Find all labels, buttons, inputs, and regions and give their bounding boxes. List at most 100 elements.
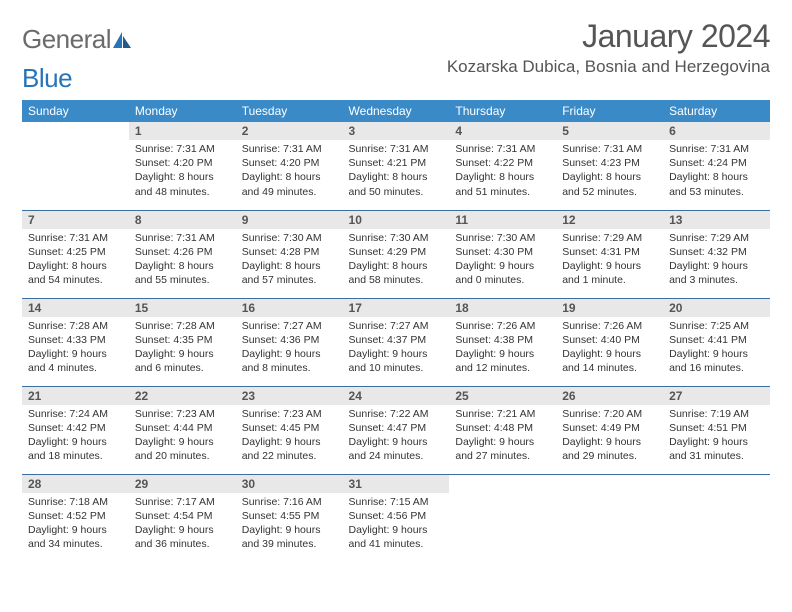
sunset-text: Sunset: 4:25 PM [28, 245, 123, 259]
sunrise-text: Sunrise: 7:26 AM [562, 319, 657, 333]
daylight-text: Daylight: 8 hours and 51 minutes. [455, 170, 550, 198]
day-details: Sunrise: 7:28 AMSunset: 4:33 PMDaylight:… [22, 317, 129, 380]
day-number: 8 [129, 211, 236, 229]
weekday-header: Saturday [663, 100, 770, 122]
sunset-text: Sunset: 4:44 PM [135, 421, 230, 435]
calendar-day-cell: 15Sunrise: 7:28 AMSunset: 4:35 PMDayligh… [129, 298, 236, 386]
sunset-text: Sunset: 4:23 PM [562, 156, 657, 170]
day-details: Sunrise: 7:17 AMSunset: 4:54 PMDaylight:… [129, 493, 236, 556]
sunrise-text: Sunrise: 7:18 AM [28, 495, 123, 509]
location-subtitle: Kozarska Dubica, Bosnia and Herzegovina [447, 57, 770, 77]
sunrise-text: Sunrise: 7:26 AM [455, 319, 550, 333]
day-details: Sunrise: 7:30 AMSunset: 4:30 PMDaylight:… [449, 229, 556, 292]
day-number: 2 [236, 122, 343, 140]
day-details: Sunrise: 7:22 AMSunset: 4:47 PMDaylight:… [343, 405, 450, 468]
day-details: Sunrise: 7:26 AMSunset: 4:40 PMDaylight:… [556, 317, 663, 380]
daylight-text: Daylight: 9 hours and 20 minutes. [135, 435, 230, 463]
day-details: Sunrise: 7:31 AMSunset: 4:20 PMDaylight:… [236, 140, 343, 203]
day-details: Sunrise: 7:18 AMSunset: 4:52 PMDaylight:… [22, 493, 129, 556]
day-number: 12 [556, 211, 663, 229]
weekday-header: Thursday [449, 100, 556, 122]
day-details: Sunrise: 7:26 AMSunset: 4:38 PMDaylight:… [449, 317, 556, 380]
sunrise-text: Sunrise: 7:27 AM [242, 319, 337, 333]
day-number: 31 [343, 475, 450, 493]
daylight-text: Daylight: 9 hours and 1 minute. [562, 259, 657, 287]
day-number: 3 [343, 122, 450, 140]
calendar-day-cell: 1Sunrise: 7:31 AMSunset: 4:20 PMDaylight… [129, 122, 236, 210]
day-details: Sunrise: 7:29 AMSunset: 4:31 PMDaylight:… [556, 229, 663, 292]
sunset-text: Sunset: 4:37 PM [349, 333, 444, 347]
calendar-week-row: 7Sunrise: 7:31 AMSunset: 4:25 PMDaylight… [22, 210, 770, 298]
day-number: 19 [556, 299, 663, 317]
day-number: 1 [129, 122, 236, 140]
day-number: 23 [236, 387, 343, 405]
daylight-text: Daylight: 9 hours and 16 minutes. [669, 347, 764, 375]
day-number: 16 [236, 299, 343, 317]
day-number: 9 [236, 211, 343, 229]
day-number: 4 [449, 122, 556, 140]
month-title: January 2024 [447, 18, 770, 55]
calendar-day-cell: 9Sunrise: 7:30 AMSunset: 4:28 PMDaylight… [236, 210, 343, 298]
daylight-text: Daylight: 9 hours and 36 minutes. [135, 523, 230, 551]
day-number [556, 475, 663, 479]
page-header: General Blue January 2024 Kozarska Dubic… [22, 18, 770, 94]
sunset-text: Sunset: 4:26 PM [135, 245, 230, 259]
calendar-day-cell: 11Sunrise: 7:30 AMSunset: 4:30 PMDayligh… [449, 210, 556, 298]
day-number: 29 [129, 475, 236, 493]
calendar-day-cell: 18Sunrise: 7:26 AMSunset: 4:38 PMDayligh… [449, 298, 556, 386]
calendar-day-cell: 10Sunrise: 7:30 AMSunset: 4:29 PMDayligh… [343, 210, 450, 298]
sunrise-text: Sunrise: 7:20 AM [562, 407, 657, 421]
sunrise-text: Sunrise: 7:28 AM [28, 319, 123, 333]
sunrise-text: Sunrise: 7:31 AM [135, 142, 230, 156]
daylight-text: Daylight: 9 hours and 3 minutes. [669, 259, 764, 287]
calendar-day-cell: 23Sunrise: 7:23 AMSunset: 4:45 PMDayligh… [236, 386, 343, 474]
day-details: Sunrise: 7:31 AMSunset: 4:26 PMDaylight:… [129, 229, 236, 292]
calendar-day-cell [663, 474, 770, 562]
day-details: Sunrise: 7:31 AMSunset: 4:23 PMDaylight:… [556, 140, 663, 203]
day-details: Sunrise: 7:30 AMSunset: 4:29 PMDaylight:… [343, 229, 450, 292]
calendar-day-cell: 5Sunrise: 7:31 AMSunset: 4:23 PMDaylight… [556, 122, 663, 210]
calendar-week-row: 1Sunrise: 7:31 AMSunset: 4:20 PMDaylight… [22, 122, 770, 210]
daylight-text: Daylight: 8 hours and 55 minutes. [135, 259, 230, 287]
sunset-text: Sunset: 4:52 PM [28, 509, 123, 523]
sunset-text: Sunset: 4:54 PM [135, 509, 230, 523]
sunset-text: Sunset: 4:20 PM [135, 156, 230, 170]
day-details: Sunrise: 7:15 AMSunset: 4:56 PMDaylight:… [343, 493, 450, 556]
day-number: 6 [663, 122, 770, 140]
sunset-text: Sunset: 4:22 PM [455, 156, 550, 170]
sunset-text: Sunset: 4:33 PM [28, 333, 123, 347]
sunset-text: Sunset: 4:20 PM [242, 156, 337, 170]
sunrise-text: Sunrise: 7:30 AM [455, 231, 550, 245]
day-number [663, 475, 770, 479]
sunset-text: Sunset: 4:24 PM [669, 156, 764, 170]
day-details: Sunrise: 7:30 AMSunset: 4:28 PMDaylight:… [236, 229, 343, 292]
sunrise-text: Sunrise: 7:29 AM [562, 231, 657, 245]
day-details: Sunrise: 7:31 AMSunset: 4:25 PMDaylight:… [22, 229, 129, 292]
sunrise-text: Sunrise: 7:21 AM [455, 407, 550, 421]
sunset-text: Sunset: 4:38 PM [455, 333, 550, 347]
calendar-body: 1Sunrise: 7:31 AMSunset: 4:20 PMDaylight… [22, 122, 770, 562]
daylight-text: Daylight: 9 hours and 34 minutes. [28, 523, 123, 551]
daylight-text: Daylight: 8 hours and 49 minutes. [242, 170, 337, 198]
sunset-text: Sunset: 4:30 PM [455, 245, 550, 259]
calendar-day-cell: 8Sunrise: 7:31 AMSunset: 4:26 PMDaylight… [129, 210, 236, 298]
sunrise-text: Sunrise: 7:24 AM [28, 407, 123, 421]
sunset-text: Sunset: 4:55 PM [242, 509, 337, 523]
weekday-header-row: SundayMondayTuesdayWednesdayThursdayFrid… [22, 100, 770, 122]
day-details: Sunrise: 7:27 AMSunset: 4:37 PMDaylight:… [343, 317, 450, 380]
sunset-text: Sunset: 4:21 PM [349, 156, 444, 170]
calendar-week-row: 14Sunrise: 7:28 AMSunset: 4:33 PMDayligh… [22, 298, 770, 386]
calendar-day-cell [22, 122, 129, 210]
day-details: Sunrise: 7:23 AMSunset: 4:45 PMDaylight:… [236, 405, 343, 468]
day-details: Sunrise: 7:31 AMSunset: 4:22 PMDaylight:… [449, 140, 556, 203]
day-details: Sunrise: 7:24 AMSunset: 4:42 PMDaylight:… [22, 405, 129, 468]
day-details: Sunrise: 7:20 AMSunset: 4:49 PMDaylight:… [556, 405, 663, 468]
day-number: 22 [129, 387, 236, 405]
sunset-text: Sunset: 4:31 PM [562, 245, 657, 259]
sunrise-text: Sunrise: 7:31 AM [135, 231, 230, 245]
daylight-text: Daylight: 9 hours and 4 minutes. [28, 347, 123, 375]
day-number: 28 [22, 475, 129, 493]
sunrise-text: Sunrise: 7:30 AM [242, 231, 337, 245]
sail-icon [113, 24, 131, 55]
day-number: 24 [343, 387, 450, 405]
